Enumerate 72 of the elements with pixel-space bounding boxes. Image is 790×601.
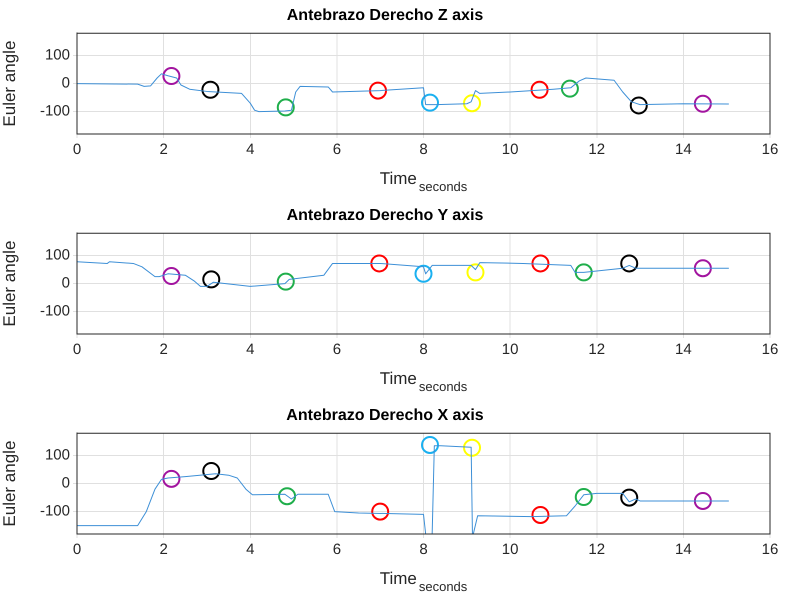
x-tick-label: 8 — [419, 141, 428, 158]
point — [420, 436, 439, 454]
chart-title: Antebrazo Derecho Z axis — [286, 7, 484, 24]
point — [162, 267, 180, 286]
x-tick-label: 14 — [675, 541, 692, 558]
y-tick-label: 100 — [44, 46, 70, 64]
x-tick-label: 8 — [419, 341, 428, 358]
y-tick-label: 0 — [62, 474, 70, 492]
y-tick-label: 0 — [62, 74, 70, 92]
point — [414, 264, 432, 283]
point — [574, 488, 593, 506]
x-tick-label: 4 — [246, 541, 254, 558]
x-tick-label: 14 — [675, 141, 692, 158]
point — [466, 263, 484, 282]
y-tick-label: -100 — [40, 302, 70, 320]
point — [694, 492, 712, 510]
point — [370, 254, 388, 272]
point — [560, 80, 579, 98]
point — [620, 254, 638, 272]
y-tick-label: -100 — [40, 102, 70, 120]
y-tick-label: 100 — [44, 246, 70, 264]
y-tick-label: 0 — [62, 274, 70, 292]
x-tick-label: 6 — [332, 141, 342, 158]
point — [574, 263, 593, 282]
x-tick-label: 0 — [72, 141, 82, 158]
x-tick-label: 4 — [246, 141, 254, 158]
y-tick-label: 100 — [44, 446, 70, 464]
point — [694, 94, 712, 113]
point — [162, 470, 180, 488]
point — [531, 506, 550, 524]
point — [630, 96, 648, 114]
x-tick-label: 10 — [502, 141, 518, 158]
x-tick-label: 0 — [72, 541, 82, 558]
point — [694, 259, 712, 278]
x-tick-label: 14 — [675, 341, 692, 358]
x-tick-label: 12 — [588, 141, 606, 158]
x-tick-label: 2 — [159, 541, 168, 558]
chart-title: Antebrazo Derecho X axis — [286, 407, 484, 424]
x-tick-label: 2 — [159, 141, 168, 158]
point — [371, 502, 390, 521]
x-tick-label: 16 — [762, 341, 778, 358]
point — [162, 67, 180, 86]
point — [420, 94, 439, 112]
x-tick-label: 6 — [332, 541, 342, 558]
point — [201, 80, 220, 99]
x-tick-label: 2 — [159, 341, 168, 358]
point — [278, 487, 296, 506]
x-tick-label: 10 — [502, 541, 518, 558]
x-tick-label: 4 — [246, 341, 254, 358]
x-tick-label: 12 — [588, 541, 606, 558]
y-axis-title: Euler angle — [0, 240, 19, 327]
point — [463, 94, 482, 112]
point — [531, 254, 550, 272]
point — [202, 270, 220, 288]
x-tick-label: 0 — [72, 341, 82, 358]
point — [530, 80, 549, 99]
x-tick-label: 8 — [419, 541, 428, 558]
point — [369, 82, 388, 100]
x-tick-label: 16 — [762, 541, 778, 558]
point — [276, 98, 295, 116]
y-axis-title: Euler angle — [0, 440, 19, 527]
point — [620, 488, 638, 507]
x-tick-label: 12 — [588, 341, 606, 358]
point — [202, 462, 220, 480]
chart-title: Antebrazo Derecho Y axis — [286, 207, 484, 224]
x-tick-label: 10 — [502, 341, 518, 358]
point — [463, 438, 482, 457]
point — [276, 272, 295, 291]
x-tick-label: 6 — [332, 341, 342, 358]
x-tick-label: 16 — [762, 141, 778, 158]
y-tick-label: -100 — [40, 502, 70, 520]
y-axis-title: Euler angle — [0, 40, 19, 127]
